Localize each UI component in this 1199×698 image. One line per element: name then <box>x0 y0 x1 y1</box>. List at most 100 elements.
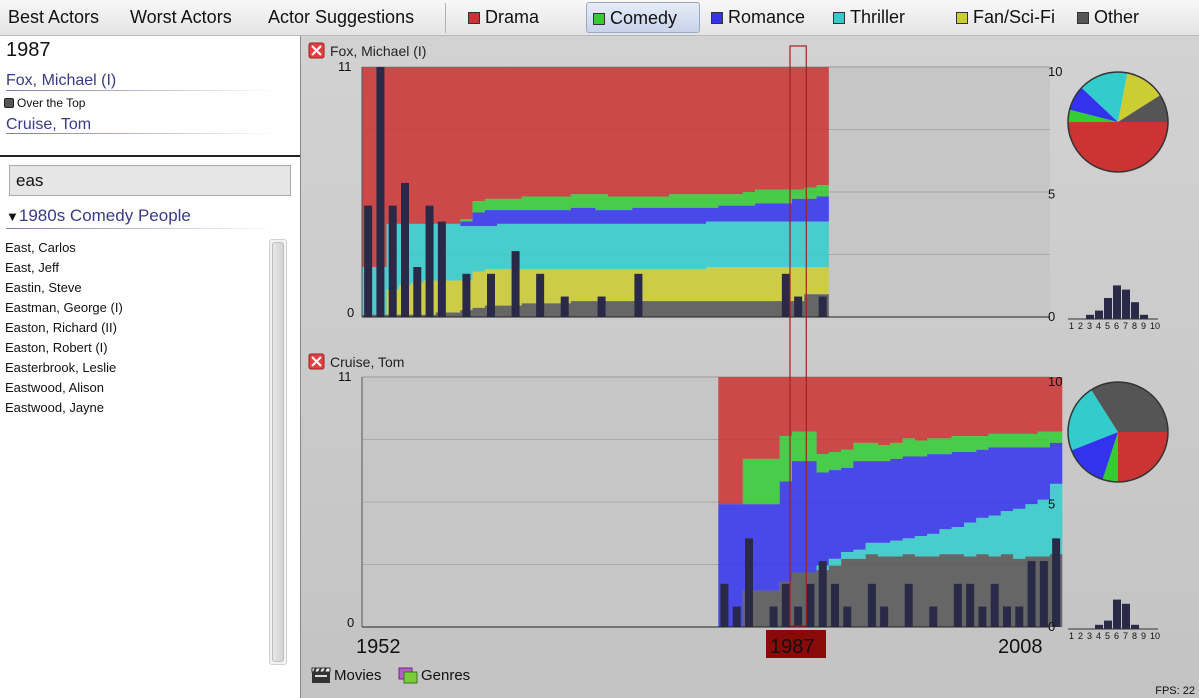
pie-slice-comedy <box>1068 109 1118 122</box>
list-item[interactable]: East, Carlos <box>5 240 76 255</box>
tab-actor-suggestions[interactable]: Actor Suggestions <box>268 7 415 27</box>
rating-bar <box>1039 561 1048 627</box>
genres-label: Genres <box>420 667 471 684</box>
pie-slice-thriller <box>1068 389 1118 451</box>
rating-bar <box>720 583 729 627</box>
pie-slice-drama <box>1118 432 1168 482</box>
rating-bar <box>990 583 999 627</box>
selected-actor-fox[interactable]: Fox, Michael (I) <box>6 72 117 89</box>
rating-bar <box>1052 538 1061 627</box>
chart-title: Fox, Michael (I) <box>330 43 426 59</box>
genres-button[interactable]: Genres <box>398 666 470 684</box>
rating-bar <box>597 296 606 317</box>
rating-bar <box>1015 606 1024 627</box>
rating-bar <box>536 273 545 317</box>
tab-best-actors[interactable]: Best Actors <box>8 7 100 27</box>
y-tick-label: 0 <box>347 615 354 630</box>
histogram-bar <box>1113 285 1121 319</box>
rating-bar <box>966 583 975 627</box>
area-fanscifi <box>362 267 829 315</box>
histogram-tick-label: 4 <box>1096 321 1101 331</box>
genre-toggle-romance[interactable]: Romance <box>711 0 805 35</box>
romance-swatch-icon <box>711 12 723 24</box>
histogram-bar <box>1140 314 1148 319</box>
selected-actor-cruise[interactable]: Cruise, Tom <box>6 116 92 133</box>
top-bar: Best Actors Worst Actors Actor Suggestio… <box>0 0 1199 36</box>
close-icon[interactable] <box>308 42 325 59</box>
genre-toggle-drama[interactable]: Drama <box>468 0 539 35</box>
histogram-bar <box>1122 289 1130 319</box>
selected-year-badge-bg <box>766 630 826 658</box>
close-icon[interactable] <box>308 353 325 370</box>
area-drama <box>362 67 829 267</box>
selected-year-badge[interactable]: 1987 <box>766 630 826 658</box>
close-icon-x <box>311 356 322 367</box>
histogram-tick-label: 5 <box>1105 321 1110 331</box>
fan-scifi-swatch-icon <box>956 12 968 24</box>
rating-bar <box>929 606 938 627</box>
search-input[interactable] <box>9 165 291 196</box>
genre-toggle-fan-scifi[interactable]: Fan/Sci-Fi <box>956 0 1055 35</box>
selected-movie-item[interactable]: Over the Top <box>4 96 85 110</box>
list-item[interactable]: Eastin, Steve <box>5 280 82 295</box>
movie-title: Over the Top <box>17 96 86 110</box>
histogram-bar <box>1113 599 1121 629</box>
histogram-tick-label: 8 <box>1132 631 1137 641</box>
pie-slice-fanscifi <box>1118 72 1161 122</box>
movies-button[interactable]: Movies <box>311 666 382 684</box>
comedy-swatch-icon <box>593 13 605 25</box>
histogram-tick-label: 4 <box>1096 631 1101 641</box>
rating-bar <box>818 296 827 317</box>
genre-toggle-other[interactable]: Other <box>1077 0 1139 35</box>
rating-bar <box>511 251 520 317</box>
rating-bar <box>560 296 569 317</box>
area-drama <box>718 377 1063 505</box>
area-thriller <box>362 221 829 315</box>
pie-slice-other <box>1091 381 1168 432</box>
scrollbar-thumb[interactable] <box>272 242 284 662</box>
expand-arrow-icon[interactable]: ▼ <box>6 209 19 224</box>
list-item[interactable]: Easton, Richard (II) <box>5 320 117 335</box>
area-romance <box>362 196 829 267</box>
pie-slice-other <box>1118 95 1168 122</box>
rating-bar <box>376 67 385 317</box>
histogram-tick-label: 6 <box>1114 631 1119 641</box>
histogram-tick-label: 3 <box>1087 321 1092 331</box>
rating-bar <box>794 606 803 627</box>
rating-bar <box>462 273 471 317</box>
histogram-tick-label: 1 <box>1069 321 1074 331</box>
genre-toggle-thriller[interactable]: Thriller <box>833 0 905 35</box>
tab-worst-actors[interactable]: Worst Actors <box>130 7 232 27</box>
y-tick-label-right: 10 <box>1048 374 1062 389</box>
histogram-tick-label: 7 <box>1123 631 1128 641</box>
group-header-1980s-comedy[interactable]: ▼1980s Comedy People <box>6 206 191 226</box>
histogram-tick-label: 6 <box>1114 321 1119 331</box>
list-item[interactable]: Easton, Robert (I) <box>5 340 108 355</box>
area-other <box>362 294 829 317</box>
rating-bar <box>794 296 803 317</box>
histogram-tick-label: 3 <box>1087 631 1092 641</box>
list-item[interactable]: Easterbrook, Leslie <box>5 360 117 375</box>
movies-label: Movies <box>334 667 382 684</box>
list-scrollbar[interactable] <box>269 239 287 665</box>
histogram-bar <box>1122 603 1130 629</box>
selected-year-label: 1987 <box>6 39 51 61</box>
pie-slice-thriller <box>1081 72 1128 122</box>
list-item[interactable]: Eastwood, Jayne <box>5 400 105 415</box>
area-romance <box>718 442 1063 627</box>
list-item[interactable]: Eastman, George (I) <box>5 300 123 315</box>
y-tick-label-right: 10 <box>1048 64 1062 79</box>
timeline-start-label: 1952 <box>356 636 401 658</box>
rating-bar <box>769 606 778 627</box>
rating-bar <box>634 273 643 317</box>
list-item[interactable]: East, Jeff <box>5 260 59 275</box>
list-item[interactable]: Eastwood, Alison <box>5 380 105 395</box>
clapperboard-icon <box>311 667 331 683</box>
y-tick-label-right: 0 <box>1048 619 1055 634</box>
rating-bar <box>843 606 852 627</box>
genre-toggle-comedy[interactable]: Comedy <box>586 2 700 33</box>
rating-bar <box>880 606 889 627</box>
